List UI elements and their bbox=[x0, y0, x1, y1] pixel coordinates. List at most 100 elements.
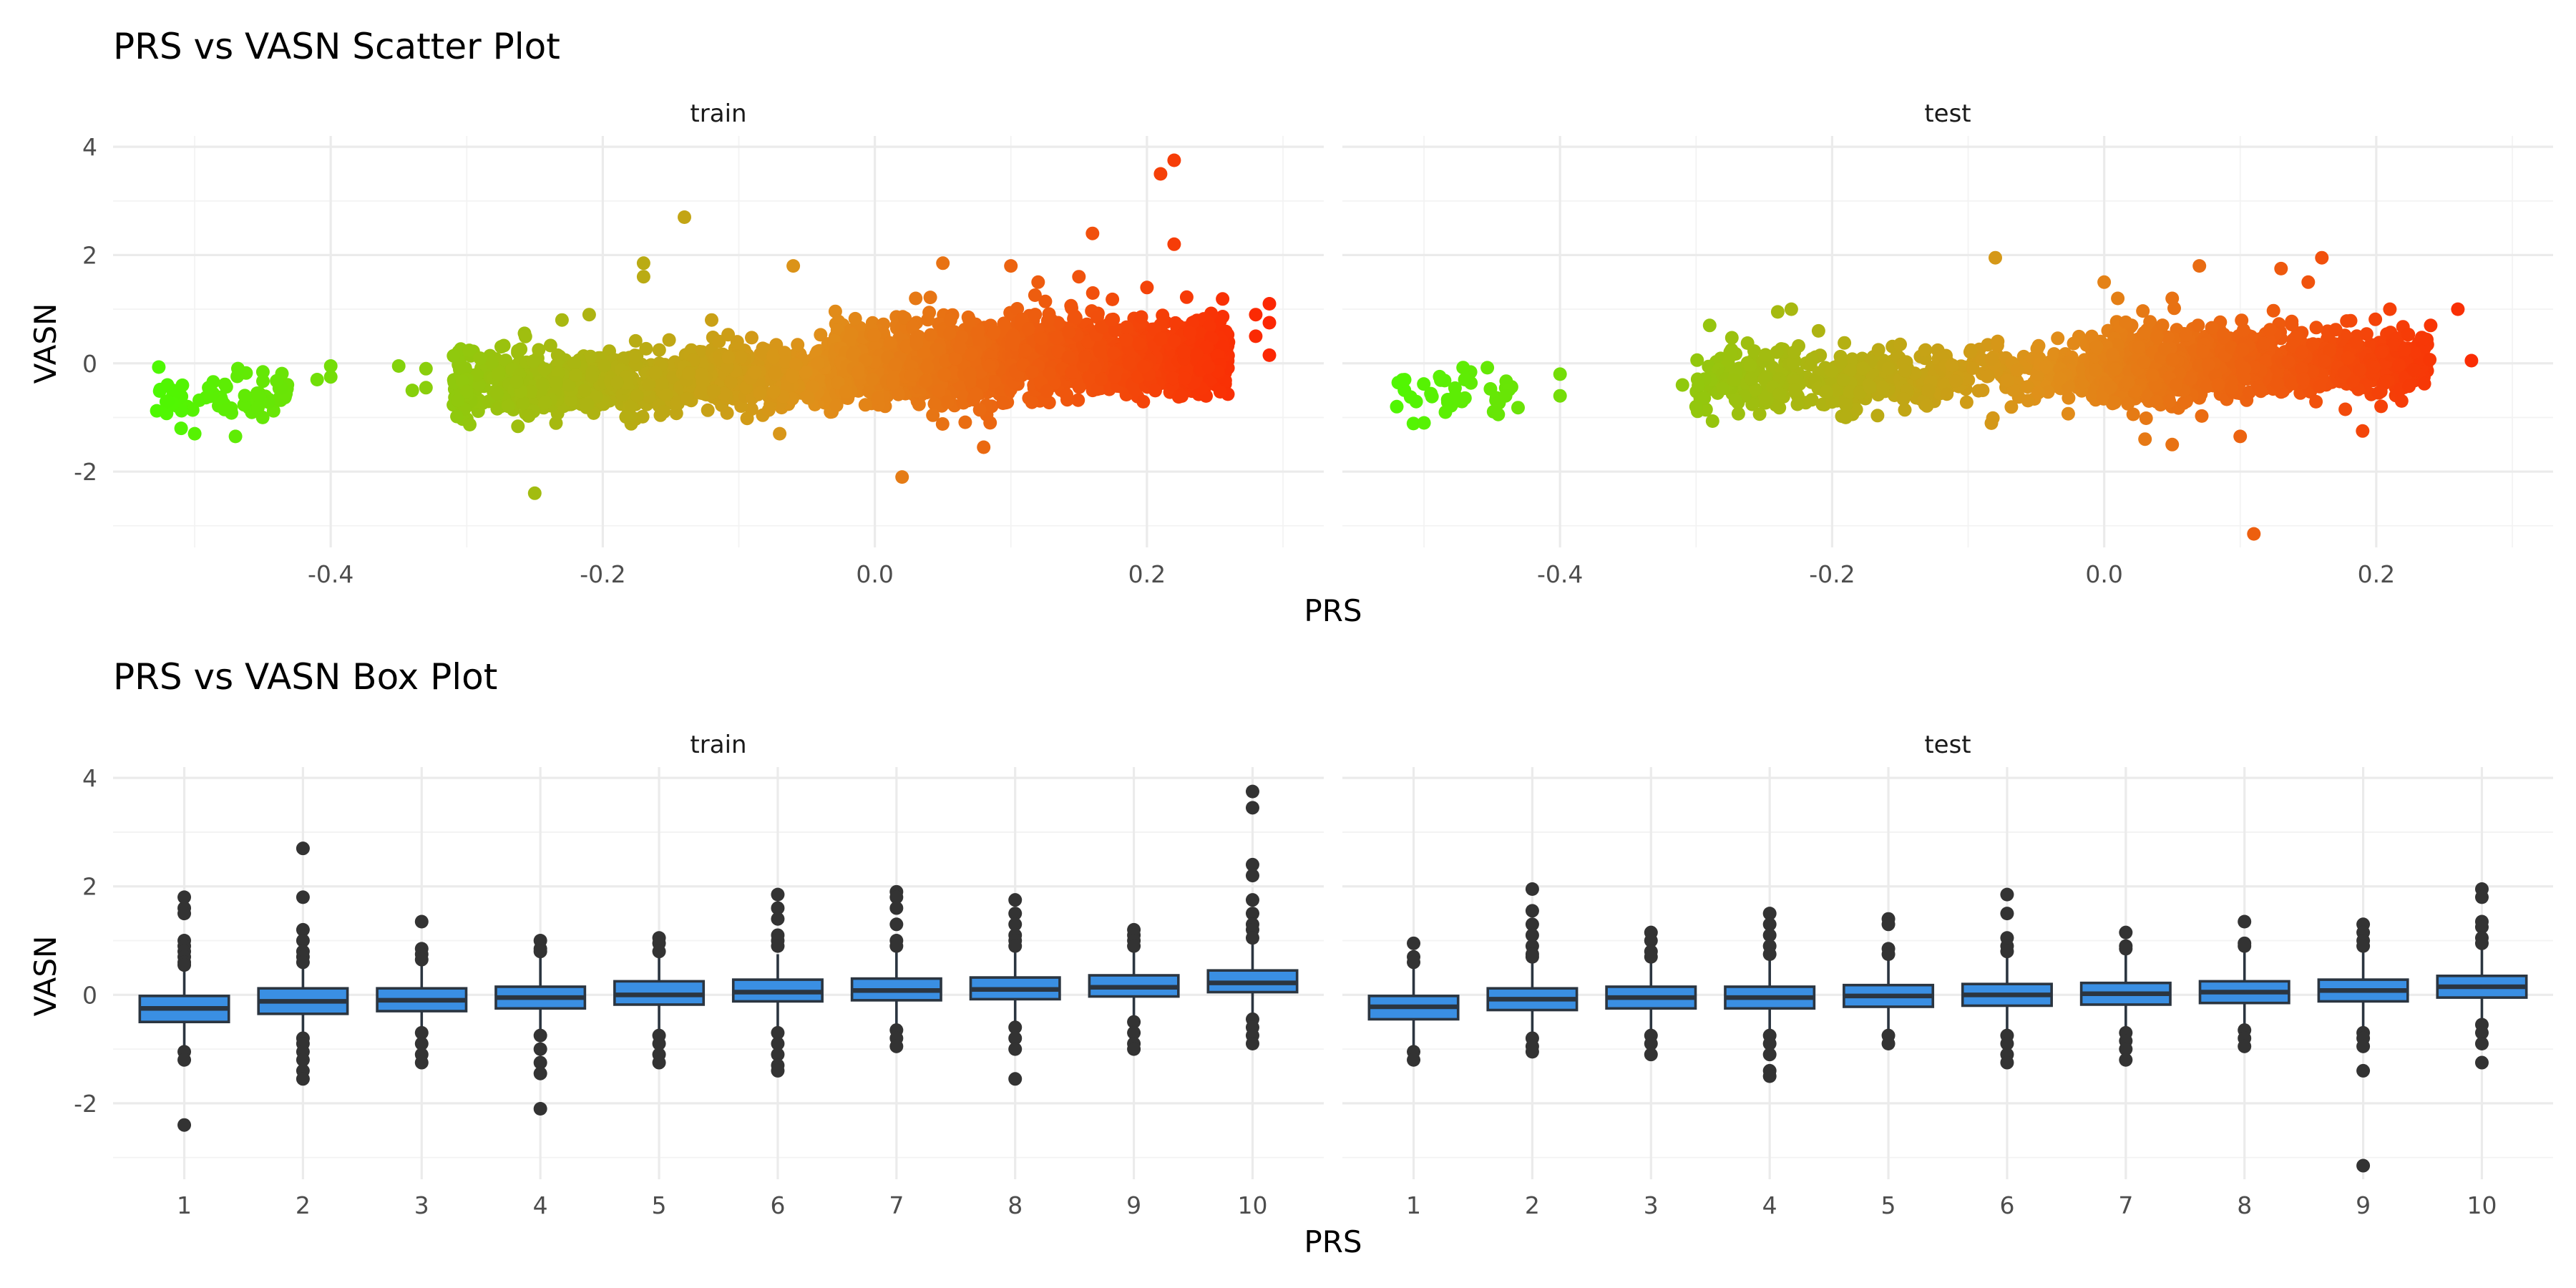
scatter-point bbox=[2031, 386, 2045, 400]
scatter-point bbox=[2205, 321, 2219, 335]
scatter-point bbox=[523, 384, 537, 399]
scatter-point-outlier bbox=[2138, 432, 2152, 447]
scatter-point bbox=[1072, 380, 1086, 394]
scatter-point bbox=[610, 376, 624, 389]
box-train-7 bbox=[850, 884, 942, 1053]
scatter-y-axis-label: VASN bbox=[28, 303, 63, 384]
box-outlier bbox=[177, 1053, 192, 1067]
scatter-point bbox=[1040, 384, 1054, 398]
scatter-point bbox=[789, 357, 803, 371]
scatter-point-outlier bbox=[1675, 378, 1689, 392]
scatter-point-outlier bbox=[2451, 302, 2465, 316]
scatter-point-outlier bbox=[1770, 305, 1785, 319]
box-outlier bbox=[533, 1066, 547, 1080]
box-outlier bbox=[771, 887, 785, 902]
scatter-point bbox=[972, 403, 987, 417]
scatter-point bbox=[1990, 338, 2004, 353]
scatter-point bbox=[537, 362, 552, 376]
box-outlier bbox=[533, 1042, 547, 1056]
scatter-point bbox=[185, 403, 200, 417]
scatter-point bbox=[1731, 406, 1745, 421]
scatter-point bbox=[2165, 353, 2180, 367]
scatter-point bbox=[1483, 382, 1498, 396]
box-outlier bbox=[1245, 869, 1259, 883]
scatter-point-outlier bbox=[255, 410, 270, 424]
scatter-point bbox=[462, 343, 477, 358]
scatter-point bbox=[1190, 347, 1204, 361]
scatter-point bbox=[2309, 394, 2323, 409]
scatter-point bbox=[753, 386, 767, 400]
scatter-point bbox=[628, 349, 643, 364]
scatter-point bbox=[2367, 360, 2381, 374]
scatter-point bbox=[152, 360, 166, 374]
scatter-point bbox=[543, 338, 557, 353]
scatter-point bbox=[490, 386, 504, 401]
scatter-point bbox=[986, 326, 1000, 341]
scatter-point bbox=[721, 360, 735, 374]
scatter-point bbox=[2162, 394, 2177, 409]
box-outlier bbox=[296, 890, 310, 904]
scatter-point bbox=[2053, 371, 2067, 386]
scatter-point bbox=[1028, 288, 1042, 302]
box-x-tick-label: 8 bbox=[1008, 1191, 1023, 1219]
box-outlier bbox=[652, 945, 666, 959]
scatter-point-outlier bbox=[678, 210, 691, 224]
scatter-point bbox=[963, 366, 977, 381]
scatter-point bbox=[1025, 395, 1039, 409]
box-outlier bbox=[1127, 1042, 1141, 1056]
box-panel-train: 1 2 3 4 5 6 7 8 9 10 bbox=[113, 767, 1324, 1219]
scatter-x-tick-label: 0.2 bbox=[2358, 560, 2395, 588]
scatter-x-tick-label: 0.0 bbox=[856, 560, 893, 588]
scatter-point bbox=[1728, 393, 1742, 407]
scatter-point-outlier bbox=[2165, 437, 2180, 452]
box-x-tick-label: 6 bbox=[770, 1191, 785, 1219]
scatter-point bbox=[455, 374, 469, 389]
scatter-point bbox=[451, 394, 465, 408]
scatter-point bbox=[948, 351, 962, 366]
scatter-point bbox=[2238, 362, 2252, 376]
scatter-point bbox=[1065, 365, 1079, 379]
scatter-point bbox=[2179, 328, 2193, 342]
scatter-point bbox=[2067, 336, 2081, 351]
scatter-point-outlier bbox=[1085, 226, 1100, 240]
scatter-point bbox=[756, 341, 770, 356]
scatter-point bbox=[1881, 361, 1896, 376]
scatter-x-tick-label: 0.0 bbox=[2085, 560, 2122, 588]
scatter-point bbox=[516, 396, 530, 411]
scatter-strip-train: train bbox=[690, 99, 746, 128]
scatter-point bbox=[526, 354, 540, 369]
scatter-point bbox=[919, 374, 933, 389]
scatter-point bbox=[535, 377, 550, 391]
scatter-point bbox=[930, 342, 944, 356]
scatter-point bbox=[779, 355, 793, 369]
scatter-point bbox=[2402, 379, 2416, 394]
scatter-point-outlier bbox=[1811, 323, 1825, 338]
scatter-point-outlier bbox=[1004, 259, 1018, 273]
scatter-point-outlier bbox=[405, 384, 419, 398]
scatter-point bbox=[1963, 345, 1977, 359]
box-outlier bbox=[1008, 939, 1023, 953]
scatter-point-outlier bbox=[2464, 353, 2479, 368]
box-outlier bbox=[533, 1028, 547, 1043]
scatter-point bbox=[2263, 323, 2277, 337]
scatter-point bbox=[848, 311, 862, 326]
box-outlier bbox=[414, 1055, 429, 1070]
box-panel-test: 1 2 3 4 5 6 7 8 9 10 bbox=[1342, 767, 2553, 1219]
scatter-point bbox=[1132, 336, 1146, 351]
scatter-point-outlier bbox=[1553, 389, 1567, 403]
box-outlier bbox=[771, 912, 785, 926]
scatter-point-outlier bbox=[582, 308, 596, 322]
scatter-point-outlier bbox=[2111, 291, 2125, 306]
scatter-point bbox=[1839, 398, 1853, 412]
scatter-point bbox=[648, 366, 663, 380]
scatter-point bbox=[740, 411, 754, 426]
scatter-point bbox=[653, 376, 668, 390]
scatter-point bbox=[1068, 311, 1083, 325]
scatter-y-tick-label: -2 bbox=[74, 458, 97, 486]
scatter-point bbox=[1201, 360, 1216, 374]
scatter-point bbox=[791, 338, 805, 352]
scatter-point bbox=[669, 406, 683, 421]
scatter-point bbox=[1836, 373, 1850, 387]
scatter-point bbox=[2392, 358, 2406, 372]
